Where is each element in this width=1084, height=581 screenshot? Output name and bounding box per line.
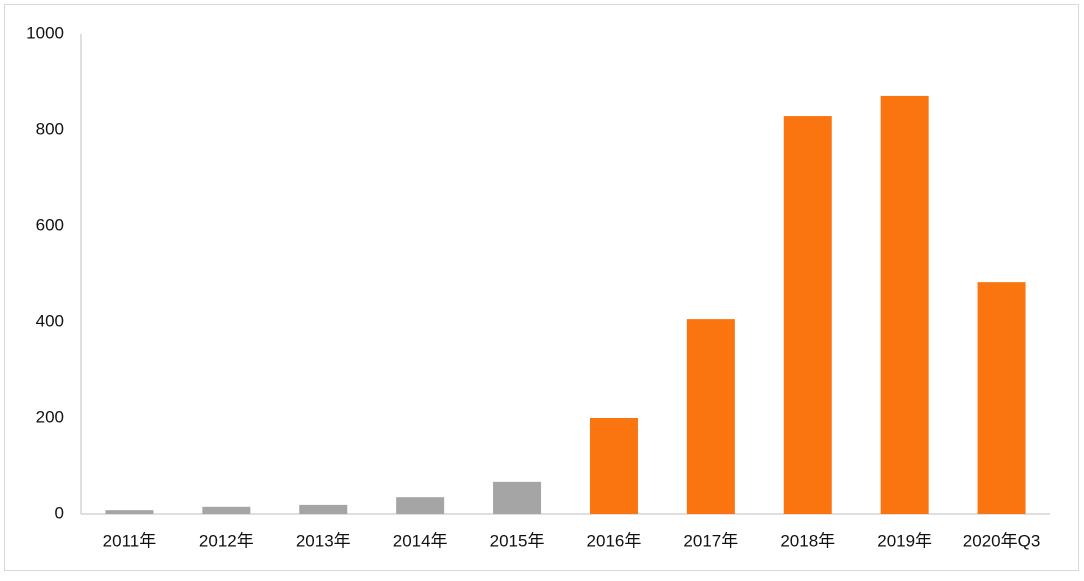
x-tick-label: 2016年 [587, 531, 642, 550]
x-tick-label: 2017年 [683, 531, 738, 550]
bar [396, 497, 445, 514]
y-tick-label: 800 [36, 119, 64, 138]
x-tick-label: 2019年 [877, 531, 932, 550]
x-tick-label: 2020年Q3 [963, 531, 1041, 550]
x-tick-label: 2012年 [199, 531, 254, 550]
x-tick-label: 2011年 [103, 531, 157, 550]
bar [977, 282, 1026, 514]
bar [686, 319, 735, 514]
x-tick-label: 2018年 [780, 531, 835, 550]
y-tick-label: 600 [36, 215, 64, 234]
y-tick-label: 400 [36, 311, 64, 330]
bar [493, 481, 542, 514]
bar [880, 95, 929, 515]
x-tick-label: 2013年 [296, 531, 351, 550]
bar [105, 510, 154, 514]
x-tick-label: 2015年 [490, 531, 545, 550]
bar [202, 506, 251, 514]
bar [299, 504, 348, 514]
x-tick-label: 2014年 [393, 531, 448, 550]
bar [589, 418, 638, 514]
y-tick-label: 0 [55, 503, 64, 522]
y-tick-label: 1000 [26, 23, 64, 42]
y-tick-label: 200 [36, 407, 64, 426]
bar [783, 116, 832, 514]
